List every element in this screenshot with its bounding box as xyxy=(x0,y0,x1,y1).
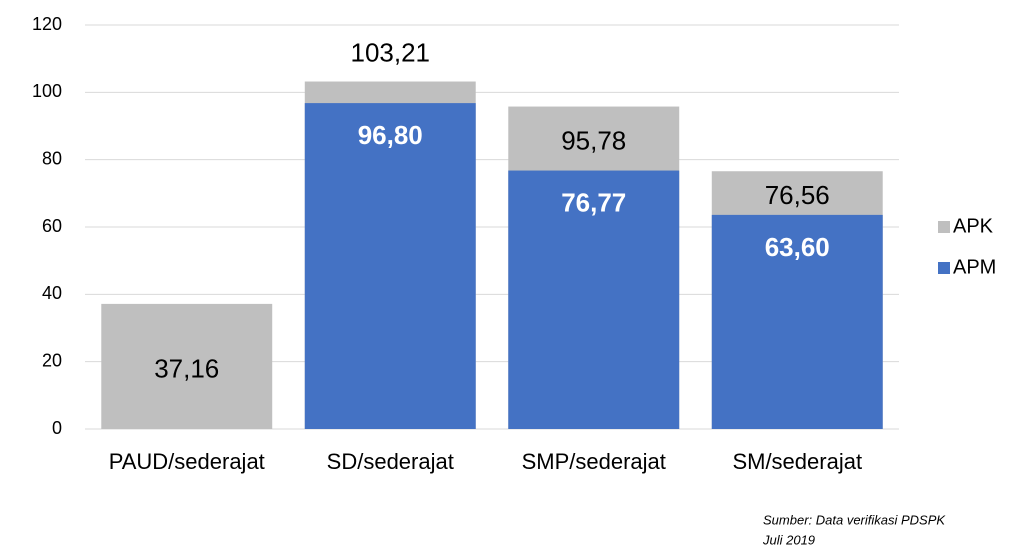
source: Sumber: Data verifikasi PDSPK xyxy=(763,512,946,527)
value-label: 96,80 xyxy=(358,120,423,150)
value-label: 63,60 xyxy=(765,232,830,262)
legend-swatch xyxy=(938,262,950,274)
bar xyxy=(508,170,680,429)
value-label: 37,16 xyxy=(154,353,219,383)
value-label: 76,56 xyxy=(765,180,830,210)
bar xyxy=(101,303,273,429)
y-tick-label: 0 xyxy=(52,418,62,438)
source: Juli 2019 xyxy=(762,532,815,547)
value-label: 76,77 xyxy=(561,187,626,217)
value-label: 103,21 xyxy=(350,37,430,67)
y-tick-label: 40 xyxy=(42,283,62,303)
x-tick-label: SD/sederajat xyxy=(327,449,454,474)
bar xyxy=(711,214,883,429)
y-tick-label: 100 xyxy=(32,81,62,101)
value-label: 95,78 xyxy=(561,125,626,155)
legend-label: APM xyxy=(953,256,996,278)
y-tick-label: 120 xyxy=(32,14,62,34)
bar xyxy=(304,103,476,430)
x-tick-label: PAUD/sederajat xyxy=(109,449,265,474)
x-tick-label: SMP/sederajat xyxy=(522,449,666,474)
legend-label: APK xyxy=(953,215,994,237)
legend-swatch xyxy=(938,221,950,233)
y-tick-label: 20 xyxy=(42,350,62,370)
y-tick-label: 80 xyxy=(42,148,62,168)
x-tick-label: SM/sederajat xyxy=(732,449,862,474)
y-tick-label: 60 xyxy=(42,216,62,236)
